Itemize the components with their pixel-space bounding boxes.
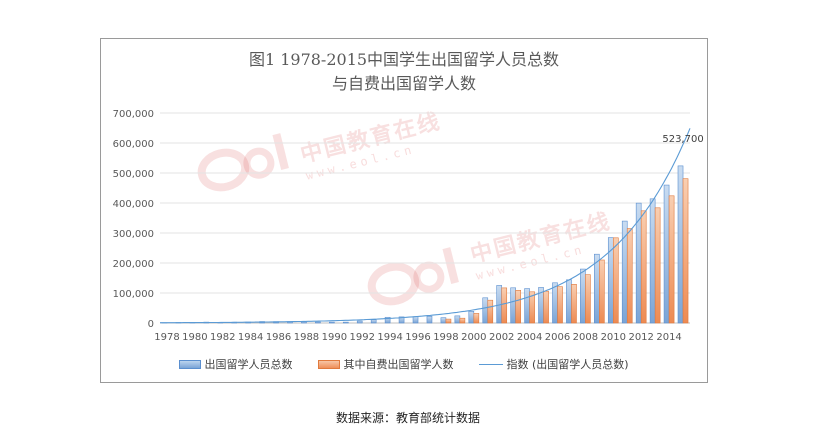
x-tick-label: 1996	[405, 332, 430, 343]
x-tick-label: 1992	[350, 332, 375, 343]
bar-total	[468, 311, 475, 324]
x-tick-label: 2002	[489, 332, 514, 343]
bar-total	[329, 321, 335, 324]
bar-selffunded	[459, 317, 466, 324]
bar-total	[482, 297, 489, 324]
bar-total	[580, 268, 586, 324]
bar-total	[412, 316, 419, 324]
y-tick-label: 600,000	[113, 139, 154, 150]
bar-selffunded	[612, 237, 619, 324]
x-tick-label: 2008	[573, 332, 598, 343]
x-tick-label: 1998	[433, 332, 458, 343]
data-source: 数据来源：教育部统计数据	[335, 411, 480, 425]
bar-total	[315, 321, 321, 324]
bar-total	[342, 321, 349, 324]
chart-title-line-2: 与自费出国留学人数	[331, 74, 476, 93]
bar-selffunded	[571, 284, 577, 324]
bar-total	[398, 316, 405, 324]
bar-total	[370, 319, 377, 324]
x-tick-label: 2012	[628, 332, 653, 343]
bar-selffunded	[585, 274, 591, 324]
x-tick-label: 1986	[266, 332, 291, 343]
y-tick-label: 300,000	[113, 229, 154, 240]
legend-item-trend: 指数 (出国留学人员总数)	[479, 356, 629, 372]
chart-title-line-1: 图1 1978-2015中国学生出国留学人员总数	[248, 50, 560, 69]
x-tick-label: 2006	[545, 332, 570, 343]
bar-total	[301, 321, 307, 324]
bar-selffunded	[640, 210, 647, 324]
x-tick-label: 1978	[154, 332, 179, 343]
bar-total	[454, 315, 461, 324]
legend-item-total: 出国留学人员总数	[179, 356, 292, 372]
legend-swatch-trend	[479, 364, 504, 365]
bar-total	[566, 279, 572, 324]
bar-selffunded	[501, 287, 508, 324]
bar-total	[594, 253, 600, 324]
legend-label-selffunded: 其中自费出国留学人数	[343, 358, 454, 371]
bar-selffunded	[626, 228, 633, 324]
annotation-label: 523,700	[662, 134, 703, 145]
y-tick-label: 0	[148, 319, 154, 330]
bar-total	[384, 316, 391, 324]
y-tick-label: 700,000	[113, 109, 154, 120]
chart-legend: 出国留学人员总数 其中自费出国留学人数 指数 (出国留学人员总数)	[100, 356, 708, 372]
x-tick-label: 2000	[461, 332, 486, 343]
bar-selffunded	[445, 318, 452, 324]
y-tick-label: 200,000	[113, 259, 154, 270]
bar-selffunded	[473, 313, 480, 324]
y-tick-label: 500,000	[113, 169, 154, 180]
bar-selffunded	[682, 178, 689, 324]
bar-total	[552, 282, 558, 324]
x-tick-label: 1988	[294, 332, 319, 343]
x-tick-label: 1990	[322, 332, 347, 343]
legend-swatch-selffunded	[318, 359, 341, 369]
x-tick-label: 2010	[601, 332, 626, 343]
bar-total	[677, 165, 684, 324]
legend-label-total: 出国留学人员总数	[204, 358, 293, 371]
x-tick-label: 2004	[517, 332, 542, 343]
bar-total	[524, 288, 530, 324]
bar-total	[510, 287, 516, 324]
chart-title: 图1 1978-2015中国学生出国留学人员总数 与自费出国留学人数	[100, 48, 708, 96]
y-tick-label: 400,000	[113, 199, 154, 210]
bar-total	[440, 317, 447, 324]
bar-selffunded	[487, 299, 494, 324]
bar-selffunded	[557, 286, 563, 324]
bar-selffunded	[543, 290, 549, 324]
x-tick-label: 1980	[182, 332, 207, 343]
legend-item-selffunded: 其中自费出国留学人数	[318, 356, 453, 372]
bar-selffunded	[529, 291, 535, 324]
trendline	[160, 128, 691, 324]
x-tick-label: 1994	[377, 332, 402, 343]
bar-selffunded	[515, 290, 521, 324]
y-tick-label: 100,000	[113, 289, 154, 300]
bar-total	[426, 315, 433, 324]
bar-selffunded	[668, 195, 675, 324]
bar-selffunded	[599, 259, 605, 324]
legend-label-trend: 指数 (出国留学人员总数)	[506, 358, 629, 371]
bar-selffunded	[654, 207, 661, 324]
bar-total	[649, 198, 656, 324]
legend-swatch-total	[179, 359, 202, 369]
x-tick-label: 1982	[210, 332, 235, 343]
chart-plot: 0 100,000 200,000 300,000 400,000 500,000 600,…	[113, 109, 704, 343]
bar-total	[663, 184, 670, 324]
x-tick-label: 1984	[238, 332, 263, 343]
x-tick-label: 2014	[656, 332, 681, 343]
chart-frame	[100, 38, 708, 383]
bar-total	[356, 320, 363, 324]
